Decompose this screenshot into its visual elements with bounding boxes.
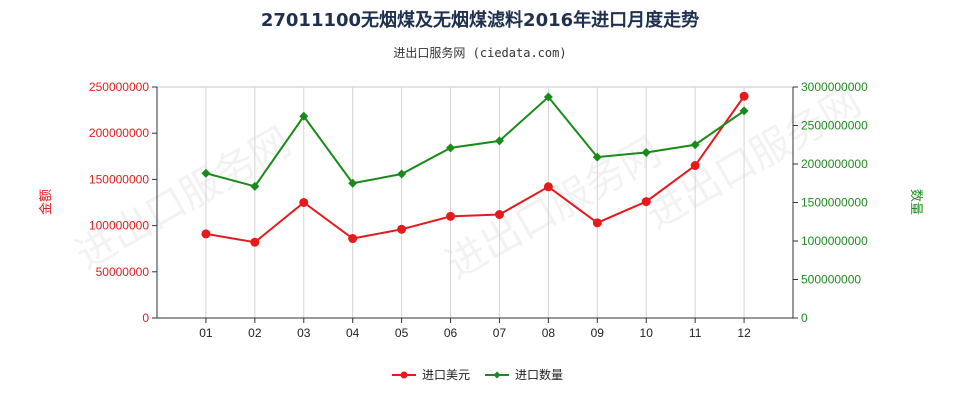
data-point — [201, 168, 211, 178]
left-tick-label: 200000000 — [89, 126, 149, 140]
data-point — [494, 136, 504, 146]
x-tick-label: 12 — [737, 326, 751, 340]
data-point — [250, 181, 260, 191]
series-line — [205, 95, 745, 188]
right-tick-label: 3000000000 — [801, 80, 868, 94]
left-tick-label: 150000000 — [89, 172, 149, 186]
data-point — [543, 92, 553, 102]
data-point — [348, 234, 358, 244]
x-tick-label: 05 — [395, 326, 409, 340]
x-tick-label: 10 — [640, 326, 654, 340]
data-point — [348, 178, 358, 188]
data-point — [446, 143, 456, 153]
x-tick-label: 01 — [199, 326, 213, 340]
data-point — [690, 140, 700, 150]
data-point — [641, 197, 651, 207]
right-tick-label: 0 — [801, 311, 808, 325]
data-point — [494, 210, 504, 220]
chart-title: 27011100无烟煤及无烟煤滤料2016年进口月度走势 — [260, 10, 700, 31]
data-point — [641, 147, 651, 157]
series — [201, 91, 749, 247]
data-point — [690, 161, 700, 171]
data-point — [397, 169, 407, 179]
legend-label: 进口数量 — [515, 367, 563, 382]
legend-marker — [493, 371, 501, 379]
left-tick-label: 250000000 — [89, 80, 149, 94]
x-tick-label: 06 — [444, 326, 458, 340]
axes: 0 50000000 100000000 150000000 200000000 2500… — [38, 80, 923, 340]
right-tick-label: 2500000000 — [801, 119, 868, 133]
data-point — [250, 237, 260, 247]
x-tick-label: 02 — [248, 326, 262, 340]
legend: 进口美元 进口数量 — [392, 367, 563, 382]
x-tick-label: 08 — [542, 326, 556, 340]
data-point — [397, 224, 407, 234]
data-point — [543, 182, 553, 192]
left-tick-label: 100000000 — [89, 219, 149, 233]
data-point — [201, 229, 211, 239]
legend-marker — [400, 371, 408, 379]
chart-subtitle: 进出口服务网 (ciedata.com) — [393, 46, 567, 60]
x-tick-label: 07 — [493, 326, 507, 340]
right-tick-label: 1000000000 — [801, 234, 868, 248]
right-tick-label: 2000000000 — [801, 157, 868, 171]
data-point — [592, 152, 602, 162]
legend-label: 进口美元 — [422, 368, 470, 382]
left-tick-label: 50000000 — [96, 265, 150, 279]
data-point — [446, 211, 456, 221]
x-tick-label: 09 — [591, 326, 605, 340]
left-tick-label: 0 — [142, 311, 149, 325]
data-point — [299, 111, 309, 121]
watermark-text: 进出口服务网 — [68, 119, 299, 279]
x-tick-label: 04 — [346, 326, 360, 340]
data-point — [592, 218, 602, 228]
x-tick-label: 11 — [689, 326, 702, 340]
right-axis-label: 数量 — [908, 189, 923, 215]
x-tick-label: 03 — [297, 326, 311, 340]
data-point — [739, 91, 749, 101]
series-line — [205, 95, 745, 244]
right-tick-label: 1500000000 — [801, 196, 868, 210]
right-tick-label: 500000000 — [801, 273, 861, 287]
left-axis-label: 金额 — [38, 189, 54, 215]
data-point — [739, 106, 749, 116]
data-point — [299, 198, 309, 207]
